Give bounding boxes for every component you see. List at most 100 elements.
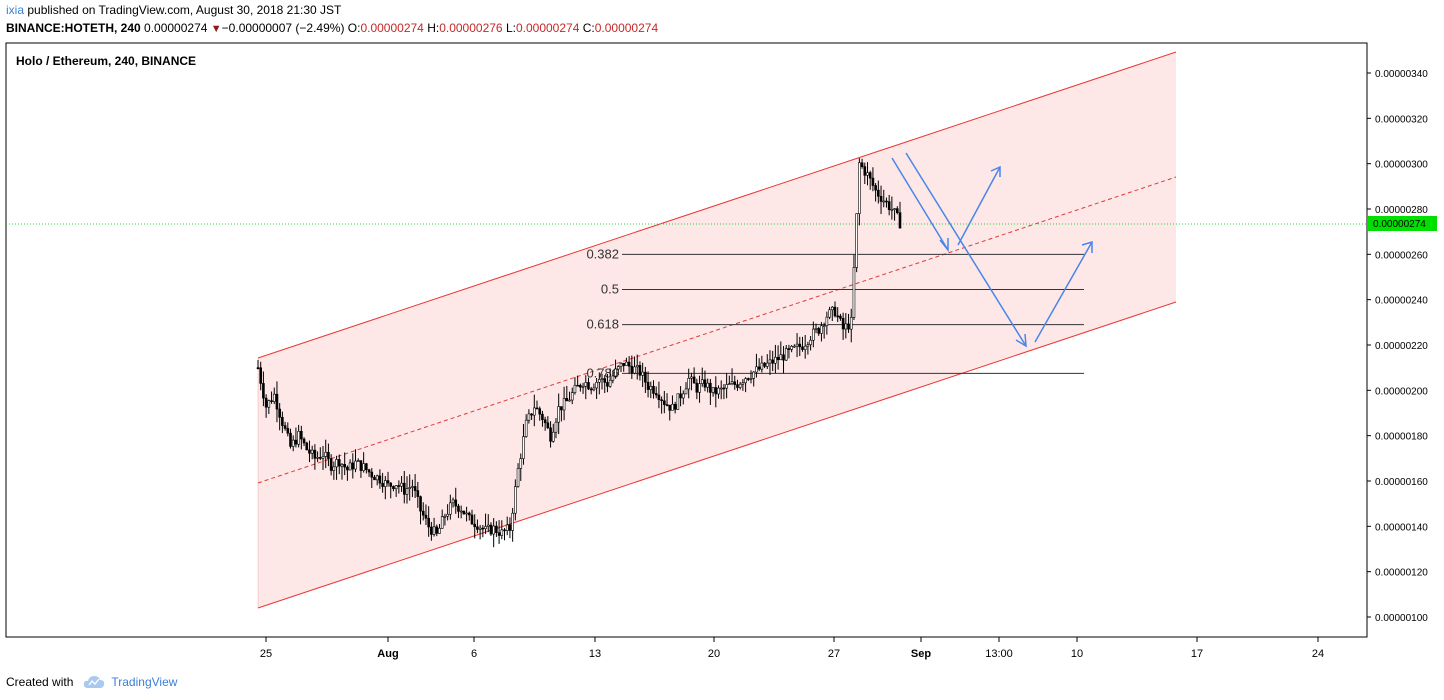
candle-body: [551, 431, 555, 442]
candle-body: [700, 379, 704, 384]
author-link[interactable]: ixia: [6, 3, 25, 17]
candle-body: [652, 385, 655, 394]
candle-body: [497, 532, 501, 536]
arrow-head-1-icon: [939, 238, 949, 253]
candle-body: [405, 488, 409, 495]
x-tick-label: 17: [1191, 648, 1203, 660]
candle-body: [560, 406, 563, 411]
candle-body: [424, 514, 428, 519]
candle-body: [470, 514, 474, 525]
channel-lower-line[interactable]: [257, 301, 1177, 609]
candle-body: [381, 482, 384, 487]
arrow-head-3-icon: [1015, 333, 1027, 348]
candle-body: [286, 428, 290, 434]
candle-body: [774, 356, 777, 364]
candle-body: [316, 457, 319, 459]
candle-body: [608, 379, 612, 387]
candle-body: [443, 515, 447, 518]
candle-body: [860, 162, 864, 167]
candle-body: [744, 378, 747, 384]
y-tick-label: 0.00000100: [1375, 613, 1428, 624]
candle-body: [771, 359, 774, 364]
high-label: H:: [427, 21, 440, 35]
candle-body: [259, 367, 263, 384]
arrow-down-1[interactable]: [891, 157, 949, 251]
candle-body: [635, 365, 639, 368]
x-tick-label: 24: [1312, 648, 1324, 660]
candle-body: [351, 462, 355, 470]
candle-body: [449, 502, 452, 515]
candle-body: [457, 505, 460, 512]
candle-body: [492, 525, 495, 535]
candle-body: [885, 200, 888, 203]
channel-upper-line[interactable]: [257, 51, 1177, 359]
candle-body: [703, 379, 707, 388]
candle-body: [627, 361, 631, 367]
candle-body: [722, 387, 726, 390]
candle-body: [362, 463, 365, 471]
price-chart[interactable]: Holo / Ethereum, 240, BINANCE 0.3820.50.…: [0, 0, 1444, 670]
candle-body: [741, 382, 745, 385]
candle-body: [541, 413, 544, 420]
change-value: −0.00000007 (−2.49%): [221, 21, 345, 35]
candle-body: [782, 354, 785, 361]
x-tick-label: 27: [828, 648, 840, 660]
candle-body: [736, 384, 739, 388]
candle-body: [871, 177, 875, 186]
candle-body: [324, 451, 328, 457]
candle-body: [717, 387, 720, 395]
candle-body: [768, 359, 772, 364]
price-axis[interactable]: 0.00000100 0.00000120 0.00000140 0.00000160…: [1367, 69, 1428, 624]
candle-body: [386, 480, 390, 484]
tradingview-link[interactable]: TradingView: [111, 675, 178, 689]
candle-body: [579, 384, 582, 388]
candle-body: [305, 442, 309, 451]
candle-body: [622, 362, 625, 366]
candle-body: [262, 383, 265, 399]
candle-body: [709, 382, 712, 393]
candle-body: [373, 476, 376, 481]
projection-arrows[interactable]: [891, 152, 1093, 348]
candle-body: [760, 362, 764, 370]
candle-body: [294, 439, 298, 445]
arrow-up-1[interactable]: [957, 166, 1001, 246]
candle-body: [668, 404, 672, 411]
candle-body: [692, 376, 696, 384]
candle-body: [600, 378, 604, 380]
last-price: 0.00000274: [144, 21, 208, 35]
candle-body: [757, 366, 761, 370]
fib-levels[interactable]: 0.382 0.5 0.618 0.786: [586, 246, 1084, 380]
candle-body: [427, 517, 430, 528]
candle-body: [719, 387, 723, 390]
candle-body: [749, 378, 753, 380]
candle-body: [728, 383, 731, 385]
candle-body: [319, 457, 322, 459]
channel-median-line[interactable]: [257, 176, 1177, 484]
candle-body: [641, 371, 644, 376]
arrow-up-2[interactable]: [1034, 241, 1093, 343]
candle-body: [549, 427, 552, 442]
candle-body: [484, 526, 487, 529]
candle-body: [394, 485, 398, 490]
candle-body: [392, 486, 395, 490]
candle-body: [516, 468, 520, 487]
candle-body: [654, 393, 658, 396]
candle-body: [413, 486, 417, 491]
candle-body: [308, 449, 311, 454]
candle-body: [370, 471, 374, 478]
candle-body: [522, 436, 525, 459]
candle-body: [503, 529, 506, 532]
time-axis[interactable]: 25 Aug 6 13 20 27 Sep 13:00 10 17 24: [260, 637, 1324, 660]
candle-body: [793, 345, 796, 348]
candle-body: [400, 482, 403, 487]
arrow-down-2[interactable]: [905, 152, 1027, 347]
candle-body: [511, 512, 514, 531]
y-tick-label: 0.00000220: [1375, 341, 1428, 352]
candle-body: [467, 512, 471, 516]
candle-body: [671, 403, 674, 411]
candle-body: [508, 524, 512, 531]
open-value: 0.00000274: [360, 21, 424, 35]
candle-body: [519, 458, 523, 469]
candle-body: [747, 378, 750, 380]
candle-body: [297, 431, 300, 445]
